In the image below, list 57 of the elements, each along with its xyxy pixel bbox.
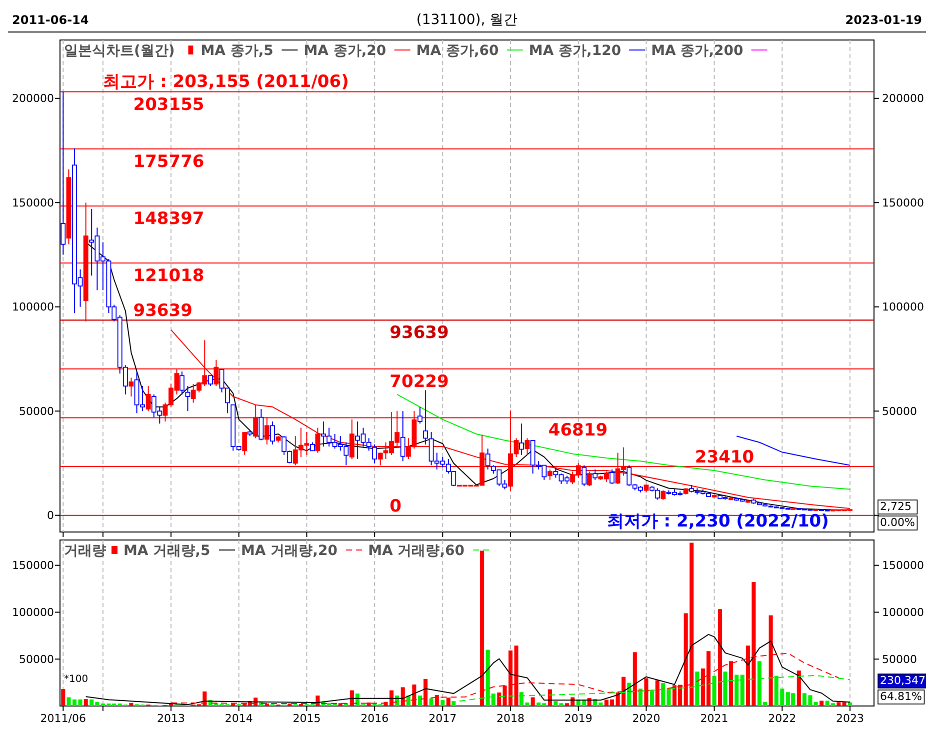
legend-label: MA 종가,60 [416, 43, 499, 59]
annotation: *100 [64, 674, 88, 685]
annotation: 최저가 : 2,230 (2022/10) [606, 512, 829, 532]
x-tick-label: 2021 [700, 712, 728, 725]
annotation: 최고가 : 203,155 (2011/06) [103, 72, 349, 92]
y2-tick-label: 200000 [882, 92, 924, 106]
y-tick-label: 50000 [19, 404, 54, 418]
ref-line-label: 121018 [133, 266, 204, 286]
legend-label: MA 거래량,20 [241, 543, 338, 559]
legend-label: MA 종가,120 [528, 43, 622, 59]
ref-line-label: 148397 [133, 208, 204, 229]
y2-tick-label: 100000 [882, 300, 924, 314]
y2-tick-label: 150000 [882, 196, 924, 210]
x-tick-label: 2018 [496, 712, 525, 725]
x-tick-label: 2019 [564, 712, 592, 725]
legend-label: 일본식차트(월간) [64, 43, 175, 59]
y-tick-label: 150000 [12, 196, 54, 210]
x-tick-label: 2022 [768, 712, 796, 725]
x-tick-label: 2016 [360, 712, 389, 725]
x-tick-label: 2013 [157, 712, 185, 725]
text: 2023-01-19 [845, 13, 922, 27]
text: 0.00% [880, 516, 915, 529]
text: 64.81% [880, 690, 922, 703]
y-tick-label: 0 [47, 509, 54, 522]
y-tick-label: 150000 [12, 559, 54, 572]
ref-line-label: 175776 [133, 152, 204, 172]
x-tick-label: 2023 [836, 712, 864, 725]
x-tick-label: 2014 [224, 712, 253, 725]
ref-line-label: 0 [390, 496, 402, 516]
y2-tick-label: 150000 [882, 559, 924, 572]
y2-tick-label: 50000 [882, 652, 917, 666]
legend-label: MA 종가,200 [651, 43, 744, 59]
y-tick-label: 200000 [12, 92, 54, 106]
ref-line-label: 203155 [133, 94, 204, 115]
y-tick-label: 50000 [19, 652, 54, 666]
ref-line-label: 93639 [390, 323, 449, 344]
y2-tick-label: 50000 [882, 404, 917, 418]
ref-line-label: 70229 [390, 372, 449, 392]
legend-label: MA 종가,5 [200, 43, 274, 59]
y-tick-label: 100000 [12, 606, 54, 620]
legend-label: 거래량 [64, 543, 106, 559]
text: 230,347 [880, 674, 926, 687]
legend-label: MA 거래량,60 [368, 543, 465, 559]
legend-label: MA 종가,20 [304, 43, 386, 59]
ref-line-label: 46819 [548, 420, 608, 441]
x-tick-label: 2020 [632, 712, 660, 725]
legend-label: MA 거래량,5 [124, 543, 210, 559]
x-tick-label: 2011/06 [40, 712, 86, 725]
y-tick-label: 100000 [12, 300, 54, 314]
x-tick-label: 2015 [292, 712, 321, 725]
ref-line-label: 93639 [133, 301, 192, 322]
y2-tick-label: 100000 [882, 606, 924, 620]
chart-title: (131100), 월간 [416, 12, 518, 28]
text: 2011-06-14 [12, 13, 89, 27]
ref-line-label: 23410 [694, 448, 754, 468]
x-tick-label: 2017 [428, 712, 457, 725]
text: 2,725 [880, 500, 912, 513]
